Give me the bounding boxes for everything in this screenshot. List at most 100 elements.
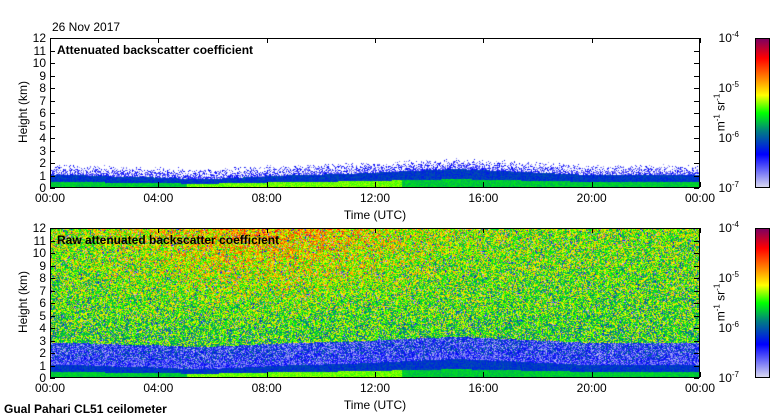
y-tick-label: 6 <box>39 296 46 310</box>
x-tick-mark <box>591 182 593 187</box>
x-tick-label: 08:00 <box>251 381 282 395</box>
colorbar-tick-exponent: -6 <box>731 130 739 139</box>
x-tick-mark <box>158 372 160 377</box>
x-tick-mark <box>266 38 268 43</box>
y-tick-mark <box>694 290 699 292</box>
panel-title: Attenuated backscatter coefficient <box>57 43 254 57</box>
colorbar-tick-exponent: -4 <box>731 220 739 229</box>
y-tick-mark <box>694 38 699 39</box>
y-tick-label: 4 <box>39 131 46 145</box>
y-tick-mark <box>694 265 699 267</box>
y-tick-label: 5 <box>39 118 46 133</box>
y-tick-label: 9 <box>39 258 46 273</box>
y-tick-label: 12 <box>32 31 46 45</box>
y-tick-mark <box>694 63 699 64</box>
x-tick-mark <box>266 372 268 377</box>
y-tick-label: 3 <box>39 333 46 348</box>
y-tick-label: 10 <box>32 56 46 70</box>
y-tick-label: 8 <box>39 81 46 95</box>
panel-title: Raw attenuated backscatter coefficient <box>57 233 280 247</box>
y-tick-label: 1 <box>39 358 46 373</box>
colorbar-tick-base: 10 <box>718 221 732 235</box>
y-tick-mark <box>50 240 55 242</box>
colorbar-tick-base: 10 <box>718 31 732 45</box>
x-tick-mark <box>483 372 485 377</box>
y-tick-mark <box>50 50 55 52</box>
y-tick-label: 1 <box>39 168 46 183</box>
colorbar <box>755 38 770 188</box>
x-tick-mark <box>375 182 376 187</box>
y-tick-mark <box>694 253 699 254</box>
y-tick-label: 11 <box>33 233 46 248</box>
x-tick-mark <box>700 182 701 187</box>
y-tick-mark <box>694 113 699 114</box>
x-tick-mark <box>266 228 268 233</box>
y-tick-mark <box>694 175 699 177</box>
y-tick-mark <box>694 278 699 279</box>
y-tick-mark <box>694 100 699 102</box>
y-axis-label: Height (km) <box>16 81 30 144</box>
y-tick-mark <box>694 353 699 354</box>
y-tick-mark <box>50 253 55 254</box>
y-tick-mark <box>50 265 55 267</box>
x-tick-mark <box>375 372 376 377</box>
x-tick-mark <box>375 38 376 43</box>
y-tick-mark <box>694 315 699 317</box>
x-tick-label: 04:00 <box>143 191 174 205</box>
x-tick-mark <box>50 182 51 187</box>
y-tick-mark <box>50 188 55 189</box>
colorbar <box>755 228 770 378</box>
y-tick-mark <box>50 328 55 329</box>
x-tick-mark <box>591 372 593 377</box>
x-tick-mark <box>591 228 593 233</box>
y-tick-mark <box>50 38 55 39</box>
colorbar-tick-base: 10 <box>718 181 732 195</box>
y-tick-mark <box>694 88 699 89</box>
x-tick-label: 00:00 <box>684 381 716 395</box>
y-tick-mark <box>694 303 699 304</box>
y-tick-mark <box>50 278 55 279</box>
y-tick-mark <box>694 138 699 139</box>
y-tick-mark <box>50 175 55 177</box>
y-tick-label: 11 <box>33 43 46 58</box>
colorbar-tick-label: 10-6 <box>705 320 739 335</box>
x-tick-label: 00:00 <box>34 381 66 395</box>
y-tick-mark <box>694 163 699 164</box>
colorbar-tick-exponent: -6 <box>731 320 739 329</box>
colorbar-tick-exponent: -4 <box>731 30 739 39</box>
colorbar-tick-label: 10-6 <box>705 130 739 145</box>
x-tick-mark <box>50 372 51 377</box>
y-tick-mark <box>694 328 699 329</box>
x-tick-mark <box>50 228 51 233</box>
y-tick-label: 2 <box>39 346 46 360</box>
footer-label: Gual Pahari CL51 ceilometer <box>4 402 167 416</box>
x-tick-mark <box>483 228 485 233</box>
date-label: 26 Nov 2017 <box>52 20 121 34</box>
y-tick-label: 0 <box>39 371 46 385</box>
unit-part: m <box>713 311 728 322</box>
x-tick-mark <box>483 38 485 43</box>
y-tick-mark <box>50 228 55 229</box>
y-tick-mark <box>50 100 55 102</box>
colorbar-tick-label: 10-5 <box>705 80 739 95</box>
x-tick-label: 16:00 <box>468 191 499 205</box>
y-tick-label: 10 <box>32 246 46 260</box>
colorbar-tick-exponent: -5 <box>731 80 739 89</box>
x-tick-mark <box>700 372 701 377</box>
colorbar-tick-base: 10 <box>718 371 732 385</box>
x-tick-mark <box>483 182 485 187</box>
unit-part: sr <box>713 100 728 115</box>
y-tick-mark <box>50 315 55 317</box>
y-tick-mark <box>50 378 55 379</box>
y-tick-label: 8 <box>39 271 46 285</box>
y-tick-label: 0 <box>39 181 46 195</box>
y-tick-mark <box>50 63 55 64</box>
unit-part: -1 <box>712 283 722 291</box>
y-tick-mark <box>50 290 55 292</box>
y-tick-mark <box>50 163 55 164</box>
unit-part: sr <box>713 290 728 305</box>
unit-part: -1 <box>712 114 722 122</box>
y-tick-mark <box>694 50 699 52</box>
colorbar-tick-base: 10 <box>718 131 732 145</box>
x-tick-label: 20:00 <box>576 381 607 395</box>
